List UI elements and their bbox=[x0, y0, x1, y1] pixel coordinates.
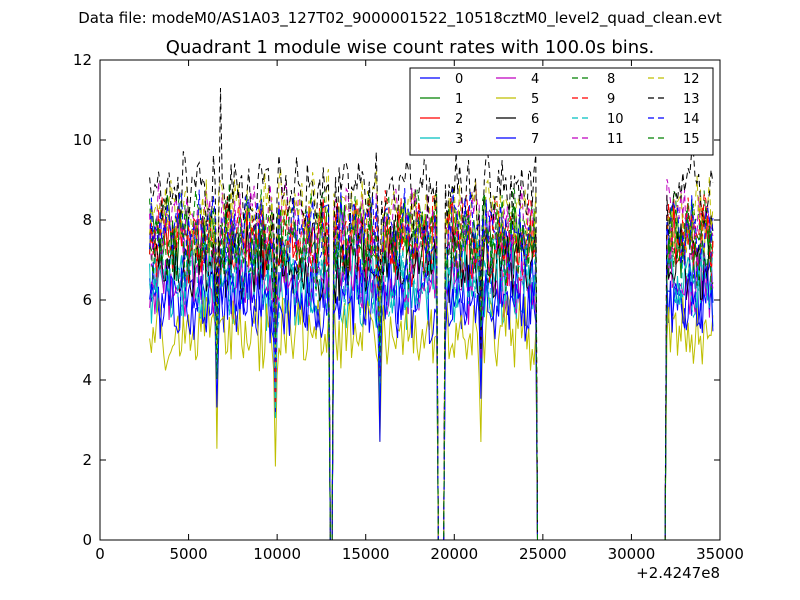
legend-label-15: 15 bbox=[683, 132, 700, 147]
x-tick-label: 5000 bbox=[169, 545, 207, 563]
x-tick-label: 10000 bbox=[253, 545, 301, 563]
legend-label-3: 3 bbox=[455, 132, 463, 147]
ticks-layer: 0 5000 10000 15000 20000 25000 30000 35000 0 2 4 6 8… bbox=[73, 51, 744, 563]
legend-label-4: 4 bbox=[531, 72, 539, 87]
series-line-5 bbox=[149, 291, 714, 541]
y-tick-label: 0 bbox=[82, 531, 92, 549]
y-tick-label: 8 bbox=[82, 211, 92, 229]
legend-label-2: 2 bbox=[455, 112, 463, 127]
legend-label-14: 14 bbox=[683, 112, 700, 127]
series-layer bbox=[149, 87, 714, 541]
legend-box bbox=[409, 67, 714, 156]
x-tick-label: 15000 bbox=[342, 545, 390, 563]
series-line-12 bbox=[149, 168, 714, 541]
legend-label-9: 9 bbox=[607, 92, 615, 107]
series-line-14 bbox=[149, 188, 714, 541]
legend-label-0: 0 bbox=[455, 72, 463, 87]
legend-label-7: 7 bbox=[531, 132, 539, 147]
y-tick-label: 10 bbox=[73, 131, 92, 149]
legend-label-8: 8 bbox=[607, 72, 615, 87]
legend-label-10: 10 bbox=[607, 112, 624, 127]
y-tick-label: 6 bbox=[82, 291, 92, 309]
y-tick-label: 2 bbox=[82, 451, 92, 469]
x-tick-label: 20000 bbox=[430, 545, 478, 563]
y-tick-label: 4 bbox=[82, 371, 92, 389]
legend-label-6: 6 bbox=[531, 112, 539, 127]
x-tick-label: 0 bbox=[95, 545, 105, 563]
data-file-label: Data file: modeM0/AS1A03_127T02_90000015… bbox=[78, 9, 722, 27]
x-tick-label: 35000 bbox=[696, 545, 744, 563]
legend-label-12: 12 bbox=[683, 72, 700, 87]
x-offset-label: +2.4247e8 bbox=[636, 564, 720, 582]
legend-label-11: 11 bbox=[607, 132, 624, 147]
legend-label-5: 5 bbox=[531, 92, 539, 107]
y-tick-label: 12 bbox=[73, 51, 92, 69]
legend-label-1: 1 bbox=[455, 92, 463, 107]
legend-label-13: 13 bbox=[683, 92, 700, 107]
x-tick-label: 25000 bbox=[519, 545, 567, 563]
chart-title: Quadrant 1 module wise count rates with … bbox=[165, 37, 655, 58]
x-tick-label: 30000 bbox=[608, 545, 656, 563]
